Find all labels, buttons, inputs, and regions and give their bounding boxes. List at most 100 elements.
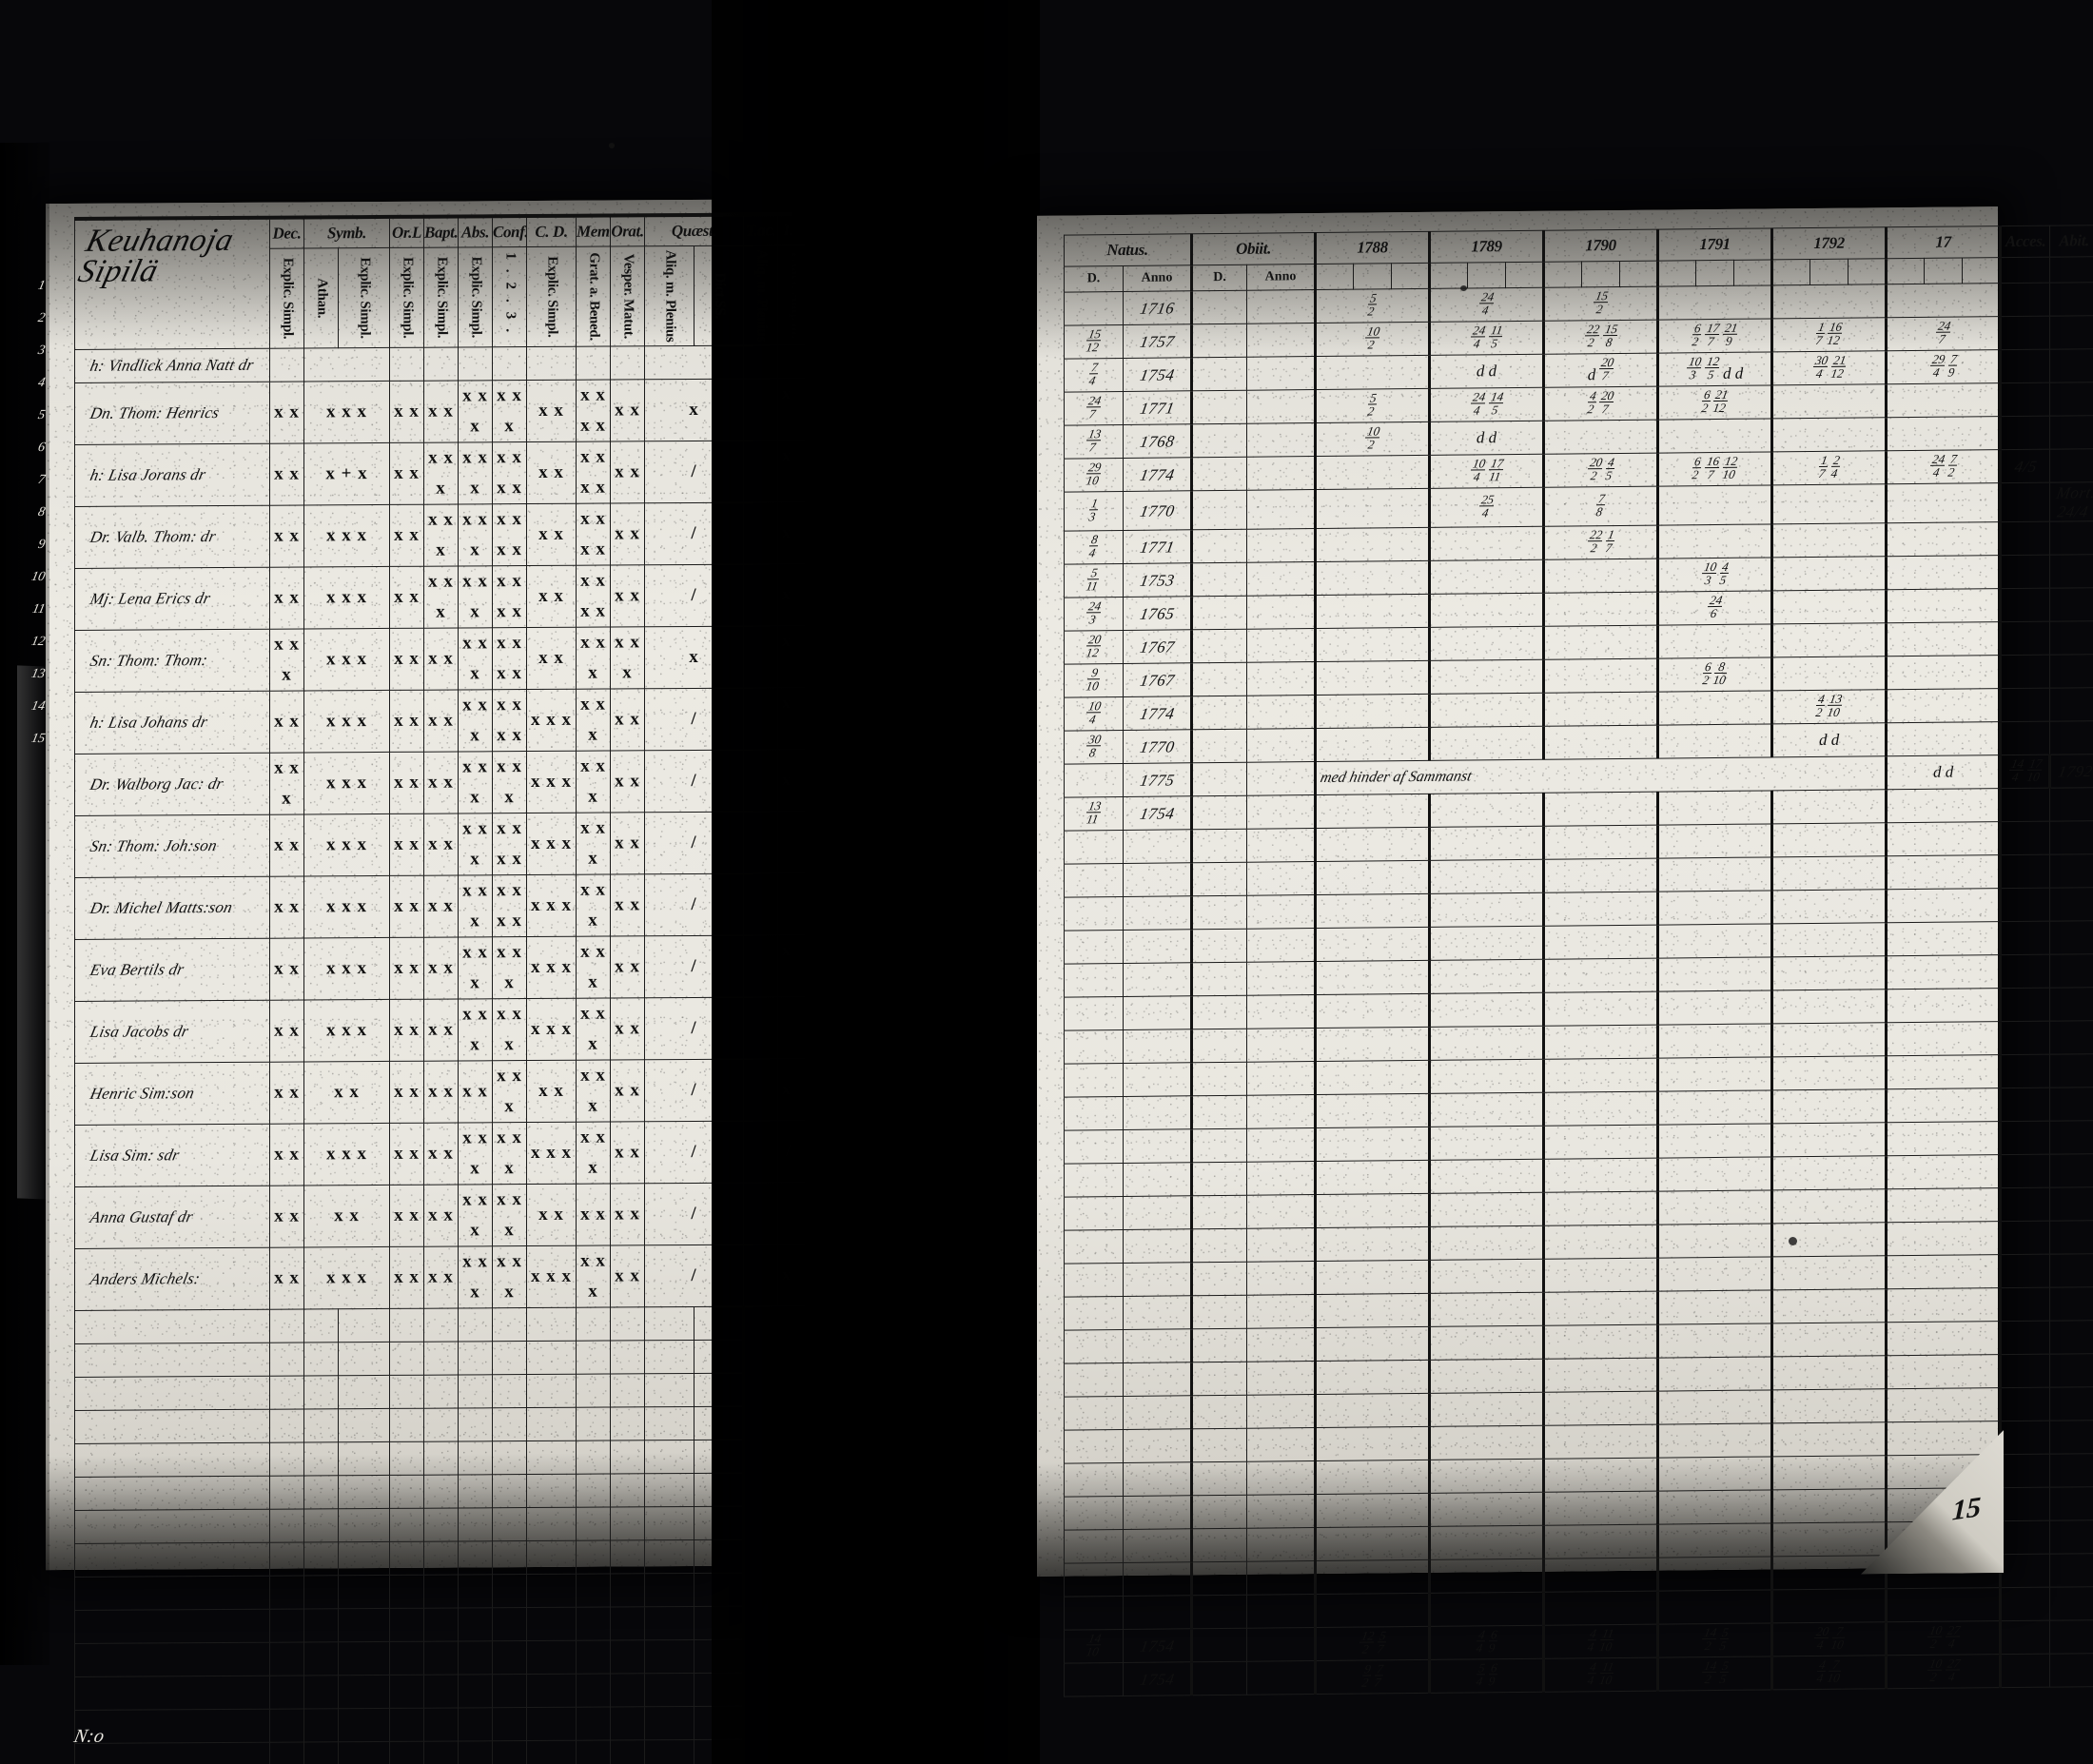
mark-cell: x x [269, 999, 304, 1063]
empty-cell [338, 1408, 390, 1442]
mark-cell: x x x [303, 381, 390, 443]
person-name: Dn. Thom: Henrics [88, 403, 222, 422]
empty-cell [1657, 823, 1772, 859]
empty-cell [1429, 926, 1544, 961]
empty-cell [1315, 893, 1430, 929]
year-17-cell [1886, 555, 2001, 590]
person-name: Mj: Lena Erics dr [88, 589, 212, 608]
empty-cell [1771, 855, 1887, 891]
year-1790-cell [1543, 592, 1658, 627]
empty-cell [1657, 956, 1772, 992]
natus-year-cell: 1716 [1120, 290, 1195, 325]
empty-cell [423, 1607, 459, 1642]
empty-cell [269, 1441, 304, 1477]
empty-cell [2000, 1587, 2050, 1621]
empty-row [74, 1739, 812, 1764]
acces-cell [1997, 1620, 2053, 1655]
empty-cell [2049, 1386, 2093, 1421]
empty-cell [389, 1342, 424, 1376]
year-1792-cell: d d [1771, 722, 1887, 757]
sub-17-b [1924, 258, 1963, 284]
empty-cell [1657, 1256, 1772, 1292]
mark-cell: x x [610, 441, 645, 504]
mark-cell: x x x [576, 936, 611, 999]
empty-cell [1657, 1522, 1772, 1558]
empty-cell [576, 1707, 611, 1741]
empty-cell [389, 1441, 424, 1476]
empty-cell [1886, 1154, 2001, 1189]
empty-cell [1657, 923, 1772, 959]
date-fraction: 12 2 [1359, 1628, 1377, 1656]
empty-cell [610, 1639, 645, 1675]
empty-cell [1543, 1158, 1658, 1193]
empty-cell [2049, 953, 2093, 989]
empty-cell [1886, 1421, 2001, 1456]
parish-line-2: Sipilä [74, 253, 163, 290]
empty-cell [610, 1706, 645, 1741]
empty-cell [2000, 888, 2050, 922]
empty-cell [338, 1308, 390, 1343]
mark-cell: x x [269, 813, 304, 877]
mark-cell: x x x x [492, 874, 527, 937]
date-fraction: 9 10 [1085, 665, 1103, 693]
mark-cell: x x x [458, 627, 493, 690]
mark-cell: x x [389, 442, 424, 505]
empty-cell [1657, 1389, 1772, 1425]
obiit-year-cell [1243, 761, 1319, 796]
empty-cell [423, 1374, 459, 1409]
natus-day-cell: 9 10 [1064, 663, 1124, 698]
empty-cell [1191, 1595, 1247, 1629]
empty-cell [526, 1640, 577, 1675]
empty-cell [1543, 1391, 1658, 1426]
date-fraction: 21 9 [1722, 320, 1740, 348]
mark-cell: x x [423, 1122, 459, 1186]
natus-day-cell: 30 8 [1064, 730, 1124, 765]
year-1792-cell [1771, 556, 1887, 591]
person-name-cell: h: Vindlick Anna Natt dr [74, 348, 270, 383]
empty-cell [1123, 829, 1192, 864]
parish-heading-cell: Keuhanoja Sipilä [74, 217, 270, 350]
date-fraction: 14 2 [1701, 1624, 1719, 1654]
empty-cell [2000, 821, 2050, 855]
empty-cell [1064, 963, 1124, 998]
mark-cell: x x x [526, 751, 577, 813]
empty-cell [644, 1506, 694, 1540]
row-number: 11 [30, 602, 47, 617]
empty-cell [389, 1741, 424, 1764]
year-1788-cell [1315, 594, 1430, 629]
empty-cell [1429, 1325, 1544, 1361]
empty-cell [1771, 1322, 1887, 1357]
natus-year-cell: 1768 [1120, 423, 1195, 459]
mark-cell: x x [389, 813, 424, 876]
date-fraction: 20 2 [1587, 455, 1605, 483]
empty-row [74, 1440, 812, 1478]
empty-row [74, 1340, 812, 1378]
empty-cell [458, 1574, 493, 1608]
empty-cell [303, 1575, 339, 1609]
attendance-mark: d [1734, 363, 1744, 382]
year-1790-cell: 15 2 [1543, 286, 1658, 322]
empty-cell [1064, 1496, 1124, 1531]
attendance-mark: d [1945, 762, 1954, 781]
colgroup-abit: Abit. [2049, 225, 2093, 258]
scan-blemish [1789, 1237, 1797, 1245]
row-number: 7 [36, 473, 47, 487]
empty-cell [1123, 1395, 1192, 1430]
empty-row [74, 1373, 812, 1411]
year-17-cell-a: d d [1886, 755, 2001, 790]
obiit-year-cell [1243, 1660, 1319, 1695]
year-1791-cell [1657, 790, 1772, 826]
sub-mem: Grat. a. Bened. [576, 246, 611, 347]
mark-cell: x x x [576, 874, 611, 937]
sub-abs-label: Explic. Simpl. [468, 256, 484, 339]
mark-cell: x x x [303, 752, 390, 814]
empty-cell [2000, 1054, 2050, 1088]
empty-cell [492, 1507, 527, 1541]
